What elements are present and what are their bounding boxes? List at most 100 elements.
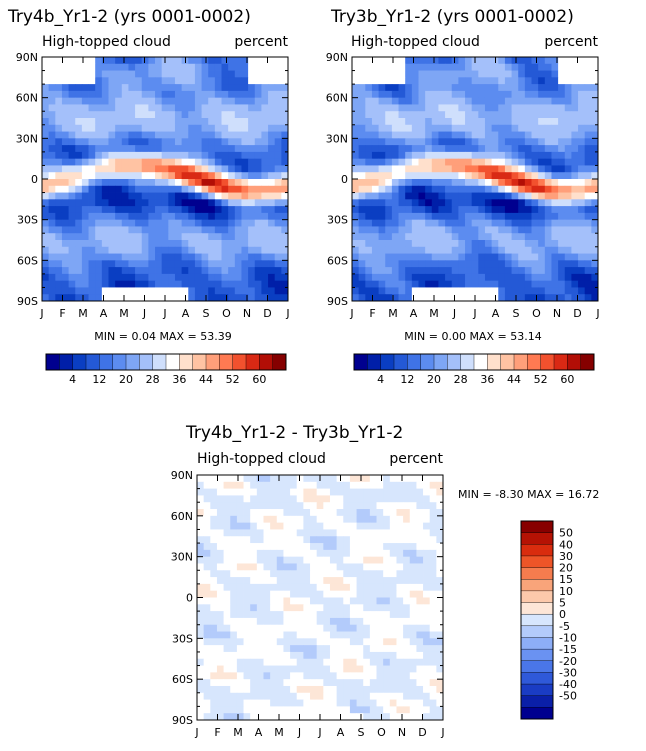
contour-cell <box>398 165 406 173</box>
contour-cell <box>188 199 196 207</box>
contour-cell <box>591 287 599 295</box>
contour-cell <box>194 267 202 275</box>
contour-cell <box>416 529 424 537</box>
contour-cell <box>389 522 397 530</box>
contour-cell <box>274 97 282 105</box>
contour-cell <box>168 260 176 268</box>
contour-cell <box>148 260 156 268</box>
contour-cell <box>403 563 411 571</box>
contour-cell <box>216 577 224 585</box>
contour-cell <box>214 158 222 166</box>
contour-cell <box>230 692 238 700</box>
contour-cell <box>174 57 183 65</box>
contour-cell <box>349 624 357 632</box>
contour-cell <box>254 267 262 275</box>
contour-cell <box>458 97 466 105</box>
contour-cell <box>250 495 258 503</box>
contour-cell <box>42 246 50 254</box>
contour-cell <box>445 165 453 173</box>
contour-cell <box>429 685 437 694</box>
contour-cell <box>296 549 304 558</box>
contour-cell <box>276 549 284 558</box>
contour-cell <box>168 145 176 153</box>
contour-cell <box>591 57 599 65</box>
contour-cell <box>369 502 377 510</box>
contour-cell <box>75 246 83 254</box>
contour-cell <box>571 104 579 112</box>
contour-cell <box>250 481 258 490</box>
contour-cell <box>75 240 83 248</box>
contour-cell <box>416 624 424 632</box>
contour-cell <box>478 226 486 234</box>
contour-cell <box>369 706 377 714</box>
contour-cell <box>524 158 532 166</box>
contour-cell <box>303 645 311 653</box>
contour-cell <box>429 536 437 544</box>
contour-cell <box>458 267 466 275</box>
contour-cell <box>398 273 406 282</box>
contour-cell <box>61 246 69 254</box>
contour-cell <box>491 226 499 234</box>
contour-cell <box>378 192 386 200</box>
contour-cell <box>385 212 393 221</box>
contour-cell <box>416 645 424 653</box>
contour-cell <box>409 699 417 707</box>
contour-cell <box>296 509 304 517</box>
contour-cell <box>352 138 360 146</box>
contour-cell <box>68 294 76 302</box>
contour-cell <box>405 253 413 261</box>
contour-cell <box>518 70 526 78</box>
contour-cell <box>531 57 539 65</box>
contour-cell <box>303 529 311 537</box>
contour-cell <box>398 199 406 207</box>
contour-cell <box>411 206 419 214</box>
contour-cell <box>438 273 446 282</box>
contour-cell <box>108 77 116 85</box>
contour-cell <box>274 90 282 99</box>
contour-cell <box>504 260 512 268</box>
contour-cell <box>431 84 439 92</box>
contour-cell <box>95 294 103 302</box>
contour-cell <box>68 84 76 92</box>
contour-cell <box>376 481 384 490</box>
contour-cell <box>405 124 413 132</box>
contour-cell <box>378 172 386 180</box>
contour-cell <box>268 70 276 78</box>
contour-cell <box>141 253 149 261</box>
contour-cell <box>81 233 89 241</box>
contour-cell <box>75 145 83 153</box>
contour-cell <box>358 131 366 139</box>
contour-cell <box>416 631 424 639</box>
contour-cell <box>42 212 50 221</box>
contour-cell <box>42 84 50 92</box>
contour-cell <box>281 145 289 153</box>
contour-cell <box>551 118 559 126</box>
contour-cell <box>263 543 271 551</box>
y-tick-label: 30S <box>327 214 348 227</box>
contour-cell <box>465 226 473 234</box>
contour-cell <box>329 515 338 524</box>
contour-cell <box>538 219 546 227</box>
contour-cell <box>241 131 249 139</box>
contour-cell <box>418 145 426 153</box>
contour-cell <box>230 699 238 707</box>
contour-cell <box>303 604 311 612</box>
contour-cell <box>431 185 439 193</box>
contour-cell <box>398 172 406 180</box>
x-tick-label: J <box>472 307 476 320</box>
x-tick-label: J <box>39 307 43 320</box>
contour-cell <box>425 57 433 65</box>
contour-cell <box>296 617 304 626</box>
contour-cell <box>270 536 278 544</box>
contour-cell <box>148 179 156 187</box>
contour-cell <box>329 685 338 694</box>
contour-cell <box>416 706 424 714</box>
contour-cell <box>274 226 282 234</box>
contour-cell <box>223 563 231 571</box>
contour-cell <box>216 604 224 612</box>
contour-cell <box>484 206 493 214</box>
contour-cell <box>281 273 289 282</box>
right-minmax: MIN = 0.00 MAX = 53.14 <box>404 330 541 343</box>
contour-cell <box>451 219 459 227</box>
contour-cell <box>385 260 393 268</box>
